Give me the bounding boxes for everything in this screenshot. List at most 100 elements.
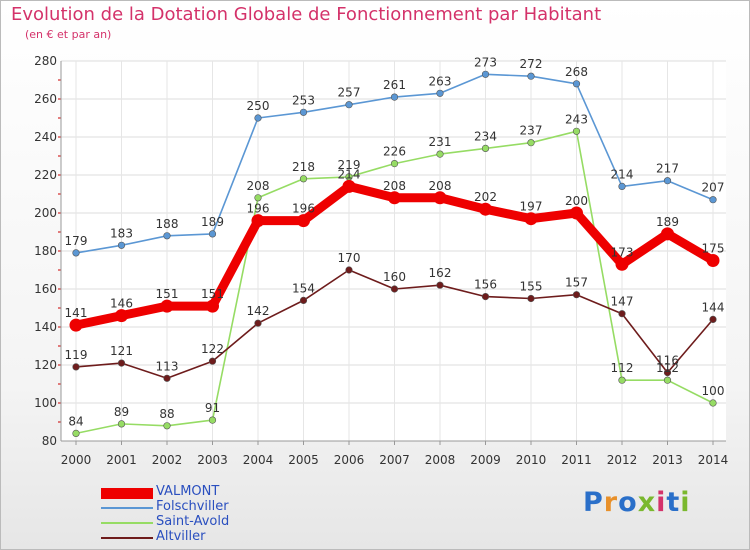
data-point[interactable] (299, 175, 308, 183)
data-label: 214 (338, 167, 361, 181)
data-point[interactable] (615, 257, 629, 271)
data-point[interactable] (163, 422, 171, 430)
data-point[interactable] (709, 315, 717, 324)
data-point[interactable] (72, 249, 80, 257)
legend-item-folschviller[interactable]: Folschviller (101, 499, 351, 515)
legend-swatch-folschviller (101, 506, 153, 509)
x-tick-label: 2001 (106, 453, 137, 467)
legend-item-altviller[interactable]: Altviller (101, 529, 351, 545)
data-point[interactable] (572, 127, 581, 135)
data-point[interactable] (117, 359, 126, 367)
data-point[interactable] (663, 177, 672, 185)
y-tick-label: 260 (34, 92, 57, 106)
data-point[interactable] (117, 420, 126, 428)
data-point[interactable] (115, 309, 128, 323)
logo-letter: t (666, 487, 681, 518)
data-point[interactable] (206, 299, 219, 313)
data-label: 121 (110, 344, 133, 358)
data-point[interactable] (163, 374, 171, 382)
data-point[interactable] (208, 357, 217, 365)
series-saint-avold (72, 127, 717, 438)
data-label: 263 (429, 74, 452, 88)
data-point[interactable] (572, 291, 581, 299)
data-point[interactable] (618, 310, 626, 318)
data-point[interactable] (570, 206, 583, 220)
data-label: 142 (247, 304, 270, 318)
x-tick-label: 2008 (425, 453, 456, 467)
x-tick-label: 2012 (607, 453, 638, 467)
data-point[interactable] (299, 296, 308, 305)
data-point[interactable] (208, 416, 217, 424)
data-point[interactable] (254, 114, 262, 122)
data-point[interactable] (527, 139, 535, 147)
data-label: 250 (247, 99, 270, 113)
data-point[interactable] (388, 191, 401, 205)
data-label: 179 (65, 234, 88, 248)
data-point[interactable] (390, 93, 399, 101)
data-point[interactable] (524, 212, 538, 226)
data-label: 214 (611, 167, 634, 181)
data-point[interactable] (709, 399, 717, 407)
data-point[interactable] (433, 191, 447, 205)
legend-item-saint-avold[interactable]: Saint-Avold (101, 514, 351, 530)
data-point[interactable] (345, 266, 353, 274)
data-point[interactable] (618, 182, 626, 190)
data-point[interactable] (436, 150, 444, 158)
data-point[interactable] (117, 241, 126, 249)
legend-label-saint-avold: Saint-Avold (156, 514, 230, 529)
y-tick-label: 220 (34, 168, 57, 182)
data-point[interactable] (709, 196, 717, 204)
data-label: 196 (247, 202, 270, 216)
data-point[interactable] (527, 294, 535, 303)
data-label: 100 (702, 384, 725, 398)
data-point[interactable] (251, 214, 265, 228)
data-point[interactable] (390, 285, 399, 293)
data-point[interactable] (345, 101, 353, 109)
y-tick-label: 240 (34, 130, 57, 144)
data-label: 160 (383, 270, 406, 284)
data-point[interactable] (72, 429, 80, 438)
data-label: 207 (702, 181, 725, 195)
data-point[interactable] (254, 194, 262, 202)
data-point[interactable] (390, 160, 399, 168)
data-point[interactable] (163, 232, 171, 240)
data-point[interactable] (479, 202, 492, 216)
x-tick-label: 2007 (379, 453, 410, 467)
data-point[interactable] (481, 144, 490, 152)
data-point[interactable] (208, 230, 217, 238)
logo-letter: r (603, 487, 619, 518)
data-point[interactable] (342, 179, 356, 193)
data-label: 88 (159, 407, 174, 421)
data-point[interactable] (481, 70, 490, 78)
data-point[interactable] (69, 318, 83, 332)
series-folschviller (72, 70, 717, 257)
data-point[interactable] (661, 227, 674, 241)
data-point[interactable] (436, 89, 444, 97)
data-point[interactable] (299, 108, 308, 116)
data-label: 116 (656, 354, 679, 368)
data-label: 261 (383, 78, 406, 92)
data-point[interactable] (72, 363, 80, 371)
data-point[interactable] (297, 214, 310, 228)
logo-letter: o (618, 487, 638, 518)
data-point[interactable] (706, 254, 720, 267)
data-point[interactable] (663, 376, 672, 384)
data-point[interactable] (663, 369, 672, 377)
data-point[interactable] (572, 80, 581, 88)
data-point[interactable] (618, 376, 626, 384)
data-label: 188 (156, 217, 179, 231)
data-label: 112 (656, 361, 679, 375)
data-label: 200 (565, 194, 588, 208)
data-label: 84 (68, 414, 83, 428)
data-point[interactable] (436, 281, 444, 289)
data-label: 173 (611, 245, 634, 259)
data-point[interactable] (254, 319, 262, 327)
legend-item-valmont[interactable]: VALMONT (101, 484, 351, 500)
data-point[interactable] (160, 299, 174, 313)
data-point[interactable] (527, 72, 535, 80)
data-label: 151 (156, 287, 179, 301)
data-label: 273 (474, 55, 497, 69)
data-point[interactable] (481, 293, 490, 301)
